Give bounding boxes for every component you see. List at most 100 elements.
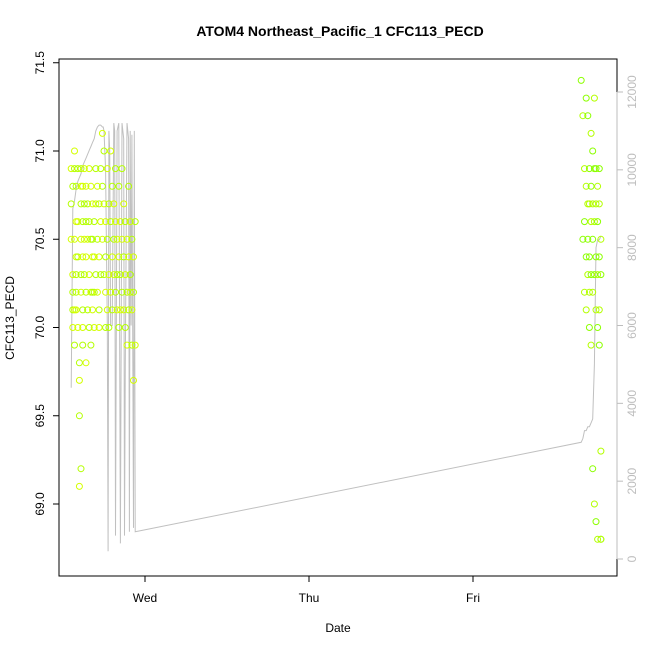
data-point: [79, 341, 87, 349]
data-point: [585, 288, 593, 296]
data-point: [67, 165, 75, 173]
data-point: [115, 253, 123, 261]
data-point: [581, 165, 588, 173]
x-tick-label: Fri: [466, 591, 480, 605]
data-point: [595, 165, 603, 173]
y-tick-label: 70.0: [33, 315, 47, 339]
data-point: [79, 253, 87, 261]
data-point: [128, 306, 136, 314]
data-point: [587, 129, 595, 137]
data-point: [75, 482, 83, 490]
data-point: [100, 147, 108, 155]
data-point: [589, 288, 597, 296]
data-point: [72, 271, 80, 279]
data-point: [581, 218, 588, 226]
data-point: [582, 94, 590, 102]
data-point: [97, 271, 105, 279]
data-point: [82, 359, 90, 367]
data-point: [85, 271, 93, 279]
y2-tick-label: 10000: [625, 153, 639, 187]
data-point: [82, 218, 90, 226]
data-point: [118, 288, 126, 296]
data-point: [71, 147, 78, 155]
data-point: [128, 235, 136, 243]
data-point: [110, 271, 118, 279]
data-point: [118, 165, 126, 173]
data-point: [589, 200, 597, 208]
data-point: [69, 182, 77, 190]
data-point: [582, 182, 590, 190]
data-point: [107, 218, 115, 226]
data-point: [125, 253, 133, 261]
data-point: [115, 182, 123, 190]
y-tick-label: 69.0: [33, 492, 47, 516]
y-tick-label: 71.5: [33, 51, 47, 75]
data-point: [120, 253, 128, 261]
data-point: [590, 500, 598, 508]
data-point: [103, 306, 111, 314]
data-point: [123, 235, 131, 243]
data-point: [80, 235, 88, 243]
data-point: [113, 271, 121, 279]
data-point: [577, 76, 585, 84]
y-axis-right: 0 2000 4000 6000 8000 10000 12000: [616, 75, 639, 562]
data-point: [108, 182, 116, 190]
data-point: [100, 200, 108, 208]
data-point: [89, 200, 96, 208]
data-point: [595, 200, 603, 208]
data-point: [92, 200, 100, 208]
data-point: [77, 235, 85, 243]
data-point: [585, 253, 593, 261]
data-point: [589, 465, 597, 473]
data-point: [75, 359, 83, 367]
data-point: [77, 271, 85, 279]
data-point: [118, 235, 126, 243]
data-point: [594, 535, 602, 543]
data-point: [105, 200, 113, 208]
data-point: [80, 200, 88, 208]
data-point: [90, 288, 98, 296]
data-point: [130, 253, 137, 261]
y2-tick-label: 12000: [625, 75, 639, 109]
data-point: [102, 324, 110, 331]
data-point: [75, 412, 83, 420]
data-point: [125, 182, 133, 190]
data-point: [594, 182, 602, 190]
x-axis: Wed Thu Fri: [133, 575, 480, 605]
data-point: [594, 324, 602, 331]
data-point: [592, 200, 600, 208]
data-point: [128, 341, 136, 349]
data-point: [123, 341, 131, 349]
data-point: [80, 271, 88, 279]
data-point: [110, 200, 118, 208]
data-point: [89, 306, 96, 314]
data-point: [592, 165, 600, 173]
data-point: [579, 235, 587, 243]
data-point: [87, 341, 95, 349]
data-point: [592, 253, 600, 261]
data-point: [126, 288, 134, 296]
data-point: [594, 271, 602, 279]
series-layer: [67, 76, 605, 552]
data-point: [98, 235, 106, 243]
data-point: [72, 306, 80, 314]
data-point: [107, 288, 115, 296]
data-point: [590, 218, 598, 226]
y2-tick-label: 6000: [625, 312, 639, 339]
data-point: [95, 200, 103, 208]
data-point: [131, 218, 139, 226]
x-axis-label: Date: [325, 621, 351, 635]
data-point: [74, 218, 82, 226]
y-axis-label: CFC113_PECD: [3, 276, 17, 360]
y2-tick-label: 2000: [625, 467, 639, 494]
data-point: [69, 324, 77, 331]
data-point: [85, 218, 93, 226]
data-point: [79, 306, 87, 314]
y-tick-label: 70.5: [33, 227, 47, 251]
data-point: [90, 324, 98, 331]
data-point: [108, 306, 116, 314]
data-point: [89, 235, 96, 243]
data-point: [95, 306, 103, 314]
data-point: [77, 200, 85, 208]
